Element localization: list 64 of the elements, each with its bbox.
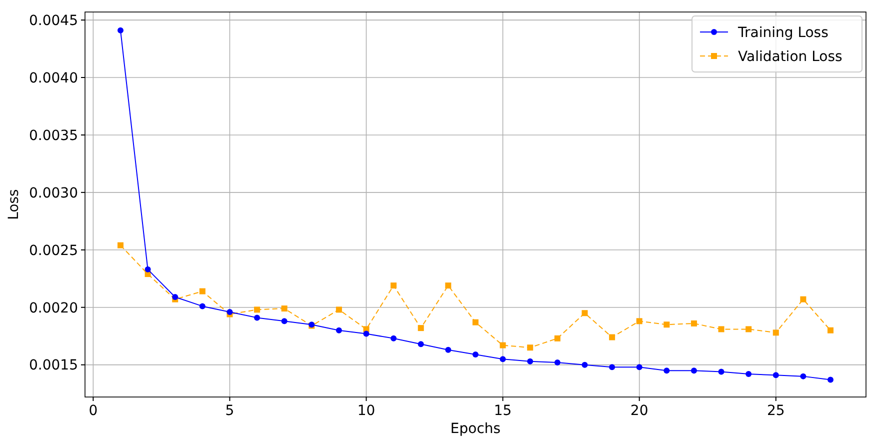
point [500,342,506,348]
point [281,318,288,324]
point [445,282,452,289]
y-tick-label: 0.0035 [29,128,78,144]
y-tick-label: 0.0025 [29,242,78,259]
point [500,356,506,362]
point [609,334,616,340]
point [828,327,834,334]
x-tick-label: 0 [88,403,98,419]
point [226,308,233,315]
point [445,346,452,353]
point [718,326,724,332]
point [800,296,806,302]
point [390,282,397,289]
x-tick-label: 5 [225,403,234,419]
x-tick-label: 15 [494,403,512,419]
y-tick-label: 0.0045 [29,12,78,29]
y-tick-label: 0.0040 [29,70,78,86]
point [554,335,560,342]
point [144,266,151,272]
point [527,358,534,364]
point [582,310,588,316]
point [636,318,642,324]
point [336,306,342,313]
point [718,368,724,375]
point [636,364,642,370]
point [199,303,206,310]
point [554,360,560,366]
point [363,330,370,337]
point [582,362,588,368]
point [800,373,806,380]
x-tick-label: 25 [766,403,785,419]
point [418,341,424,348]
point [609,364,616,370]
legend-label: Validation Loss [738,48,842,65]
y-tick-label: 0.0020 [29,300,78,316]
point [254,306,260,313]
point [199,288,206,294]
point [472,351,478,358]
x-tick-label: 10 [357,403,376,419]
point [772,330,779,336]
point [336,327,342,334]
point [690,320,697,326]
point [254,314,260,321]
point [690,368,697,374]
legend-label: Training Loss [737,24,828,41]
x-tick-label: 20 [630,403,648,419]
point [746,326,752,332]
y-axis-title: Loss [6,189,22,220]
point [828,376,834,383]
point [664,322,670,328]
point [527,344,534,351]
point [772,372,779,378]
y-tick-label: 0.0030 [29,185,78,202]
point [418,325,424,332]
point [118,27,124,34]
point [118,242,124,248]
y-tick-label: 0.0015 [29,358,78,374]
x-axis-title: Epochs [450,421,501,437]
point [664,368,670,374]
point [472,319,478,326]
point [390,335,397,342]
point [281,306,288,312]
point [746,371,752,378]
